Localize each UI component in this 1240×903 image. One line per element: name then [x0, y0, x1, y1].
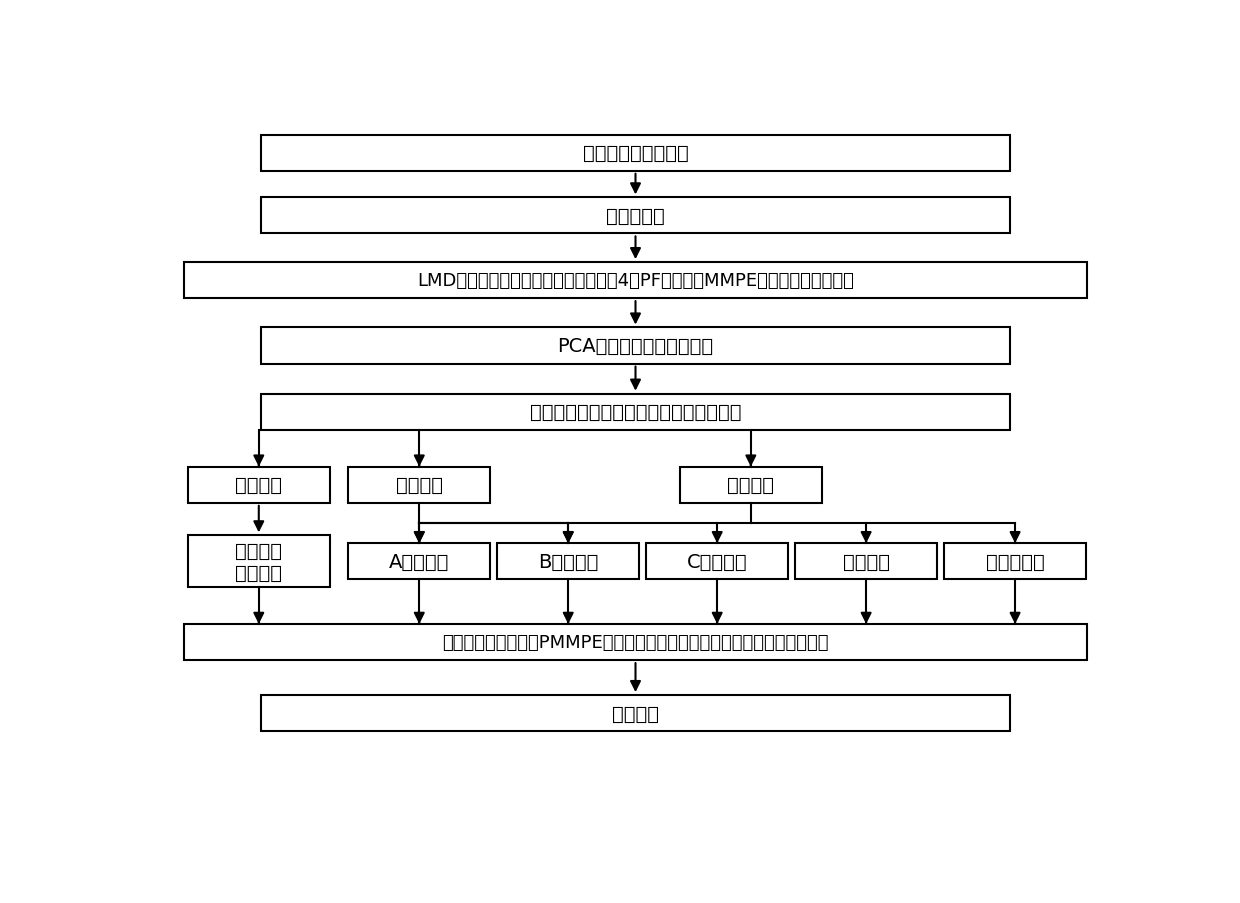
- Text: 故障模式: 故障模式: [728, 476, 774, 495]
- Text: 分闸不彻底: 分闸不彻底: [986, 553, 1044, 572]
- Bar: [260, 328, 1011, 364]
- Text: 报警模式: 报警模式: [236, 476, 283, 495]
- Bar: [260, 394, 1011, 431]
- Bar: [260, 198, 1011, 234]
- Bar: [260, 695, 1011, 731]
- Text: 采集分合闸振动信号: 采集分合闸振动信号: [583, 144, 688, 163]
- Bar: [348, 467, 490, 503]
- Text: 提醒工作
人员注意: 提醒工作 人员注意: [236, 541, 283, 582]
- Text: 对测试信号直接进行PMMPE计算，参照不同工作模式下的故障程度特性曲线: 对测试信号直接进行PMMPE计算，参照不同工作模式下的故障程度特性曲线: [443, 633, 828, 651]
- Bar: [184, 263, 1087, 299]
- Text: A相不同期: A相不同期: [389, 553, 449, 572]
- Text: 虚假合闸: 虚假合闸: [843, 553, 889, 572]
- Bar: [646, 544, 789, 580]
- Bar: [944, 544, 1086, 580]
- Text: B相不同期: B相不同期: [538, 553, 599, 572]
- Text: 故障程度: 故障程度: [613, 703, 658, 722]
- Text: 输入多分类支持向量机进行工作模式识别: 输入多分类支持向量机进行工作模式识别: [529, 403, 742, 422]
- Bar: [497, 544, 640, 580]
- Bar: [187, 535, 330, 588]
- Text: PCA法对特征向量降维处理: PCA法对特征向量降维处理: [558, 337, 713, 356]
- Bar: [187, 467, 330, 503]
- Bar: [795, 544, 937, 580]
- Bar: [260, 135, 1011, 172]
- Text: 正常模式: 正常模式: [396, 476, 443, 495]
- Bar: [348, 544, 490, 580]
- Bar: [184, 624, 1087, 660]
- Text: C相不同期: C相不同期: [687, 553, 748, 572]
- Bar: [680, 467, 822, 503]
- Text: LMD自适应分解，相关性分析，选取前4个PF分量进行MMPE计算，构造特征向量: LMD自适应分解，相关性分析，选取前4个PF分量进行MMPE计算，构造特征向量: [417, 272, 854, 290]
- Text: 小波包去噪: 小波包去噪: [606, 207, 665, 226]
